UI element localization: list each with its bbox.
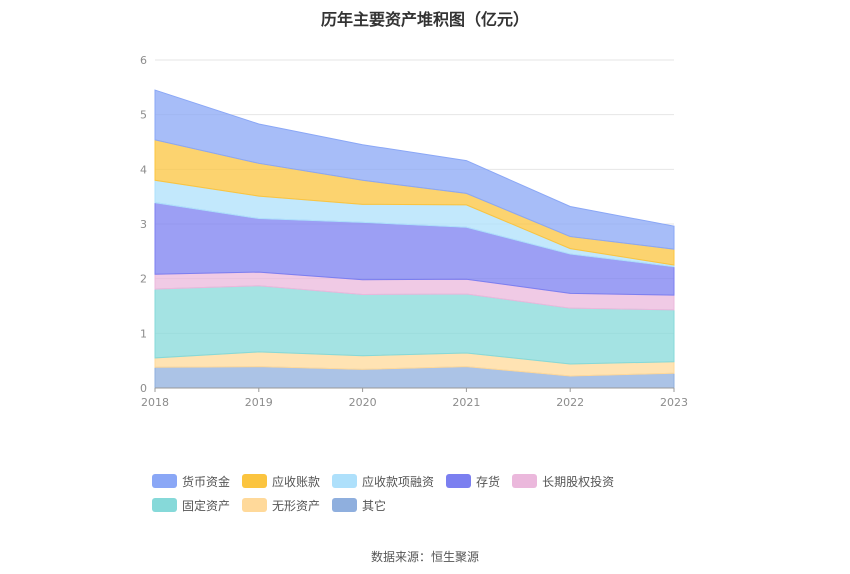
legend-item[interactable]: 货币资金 [152, 473, 230, 489]
x-tick-label: 2021 [452, 396, 480, 409]
legend-label: 其它 [362, 498, 387, 513]
data-source: 数据来源：恒生聚源 [370, 550, 479, 564]
legend-label: 无形资产 [272, 498, 321, 513]
x-tick-label: 2020 [349, 396, 377, 409]
y-tick-label: 5 [140, 109, 147, 122]
legend-swatch [152, 498, 177, 512]
legend-swatch [242, 474, 268, 488]
legend-swatch [152, 474, 177, 488]
legend-label: 长期股权投资 [542, 474, 615, 489]
legend-label: 货币资金 [182, 474, 231, 489]
legend-swatch [512, 474, 538, 488]
y-tick-label: 1 [140, 327, 147, 340]
chart-legend: 货币资金 应收账款 应收款项融资 存货 长期股权投资固定资产 无形资产 其它 [152, 473, 712, 521]
area-series-7 [154, 89, 675, 250]
x-tick-label: 2022 [556, 396, 584, 409]
legend-swatch [332, 474, 358, 488]
y-tick-label: 2 [140, 273, 147, 286]
legend-label: 应收款项融资 [362, 474, 435, 489]
x-tick-label: 2023 [660, 396, 688, 409]
axes: 0 1 2 3 4 5 6 2018 2019 2020 2021 2022 2023 [140, 54, 688, 409]
legend-item[interactable]: 存货 [446, 473, 500, 489]
legend-item[interactable]: 无形资产 [242, 497, 320, 513]
legend-swatch [242, 498, 268, 512]
area-series [154, 89, 675, 389]
legend-label: 存货 [476, 474, 501, 489]
chart-title: 历年主要资产堆积图（亿元） [320, 10, 529, 29]
y-tick-label: 4 [140, 163, 147, 176]
legend-item[interactable]: 其它 [332, 497, 386, 513]
x-tick-label: 2018 [141, 396, 169, 409]
legend-label: 固定资产 [182, 498, 231, 513]
legend-swatch [446, 474, 472, 488]
y-tick-label: 3 [140, 218, 147, 231]
y-tick-label: 0 [140, 382, 147, 395]
x-tick-label: 2019 [245, 396, 273, 409]
legend-label: 应收账款 [272, 474, 321, 489]
legend-item[interactable]: 应收款项融资 [332, 473, 434, 489]
legend-item[interactable]: 应收账款 [242, 473, 320, 489]
y-tick-label: 6 [140, 54, 147, 67]
legend-item[interactable]: 固定资产 [152, 497, 230, 513]
legend-swatch [332, 498, 358, 512]
legend-item[interactable]: 长期股权投资 [512, 473, 614, 489]
